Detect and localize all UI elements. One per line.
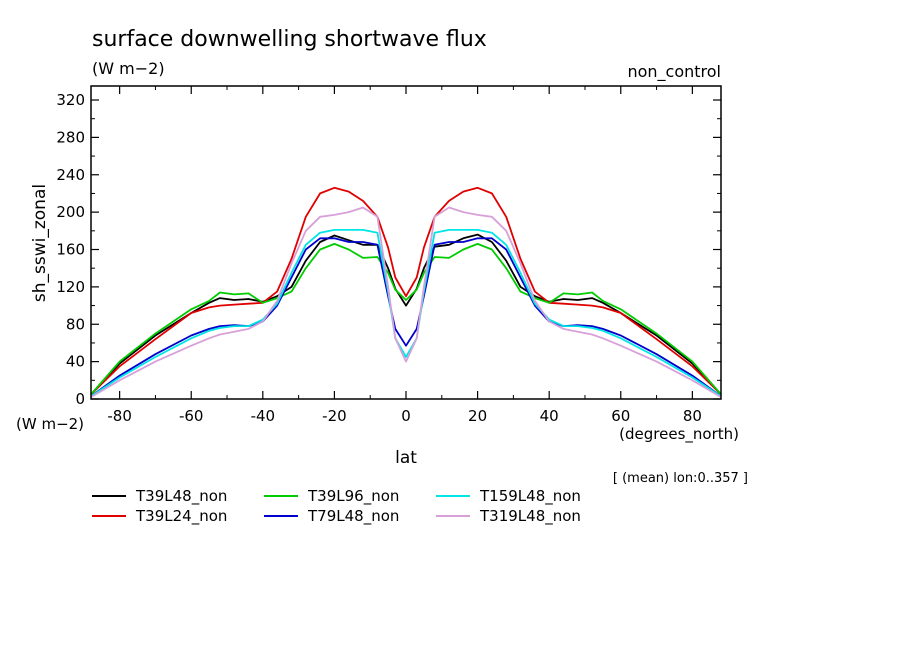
series-line-t319l48-non — [90, 206, 722, 398]
series-lines — [90, 186, 722, 398]
x-tick-label: -80 — [107, 407, 132, 425]
x-tick-label: -20 — [322, 407, 347, 425]
y-tick-label: 80 — [66, 315, 85, 333]
footnote: [ (mean) lon:0..357 ] — [613, 471, 748, 486]
y-axis-units: (W m−2) — [16, 415, 84, 433]
y-tick-label: 240 — [56, 166, 85, 184]
x-tick-label: -60 — [179, 407, 204, 425]
series-line-t39l24-non — [90, 186, 722, 395]
legend-label: T39L48_non — [135, 487, 227, 506]
x-tick-label: 20 — [468, 407, 487, 425]
legend-label: T39L96_non — [307, 487, 399, 506]
chart-subtitle: (W m−2) — [92, 59, 165, 78]
legend-label: T319L48_non — [479, 507, 581, 526]
axis-ticks: -80 -60 -40 -20 0 20 40 60 80 0 40 80 120 160 200 240 28… — [56, 86, 721, 425]
plot-frame — [90, 85, 722, 400]
x-tick-label: 40 — [540, 407, 559, 425]
y-tick-label: 280 — [56, 128, 85, 146]
y-tick-label: 320 — [56, 91, 85, 109]
x-tick-label: 60 — [611, 407, 630, 425]
legend: T39L48_non T39L96_non T159L48_non T39L24_no… — [92, 487, 581, 526]
series-line-t159l48-non — [90, 228, 722, 397]
x-tick-label: 0 — [401, 407, 411, 425]
y-axis-label: sh_sswi_zonal — [30, 184, 50, 302]
y-tick-label: 120 — [56, 278, 85, 296]
series-line-t39l48-non — [90, 233, 722, 395]
y-tick-label: 40 — [66, 353, 85, 371]
series-line-t39l96-non — [90, 242, 722, 395]
legend-label: T39L24_non — [135, 507, 227, 526]
legend-label: T79L48_non — [307, 507, 399, 526]
x-axis-units: (degrees_north) — [619, 425, 739, 444]
x-tick-label: 80 — [683, 407, 702, 425]
y-tick-label: 0 — [75, 390, 85, 408]
x-axis-label: lat — [395, 448, 417, 468]
legend-label: T159L48_non — [479, 487, 581, 506]
y-tick-label: 160 — [56, 241, 85, 259]
chart-title: surface downwelling shortwave flux — [92, 27, 487, 52]
y-tick-label: 200 — [56, 203, 85, 221]
run-label: non_control — [627, 62, 721, 82]
x-tick-label: -40 — [251, 407, 276, 425]
